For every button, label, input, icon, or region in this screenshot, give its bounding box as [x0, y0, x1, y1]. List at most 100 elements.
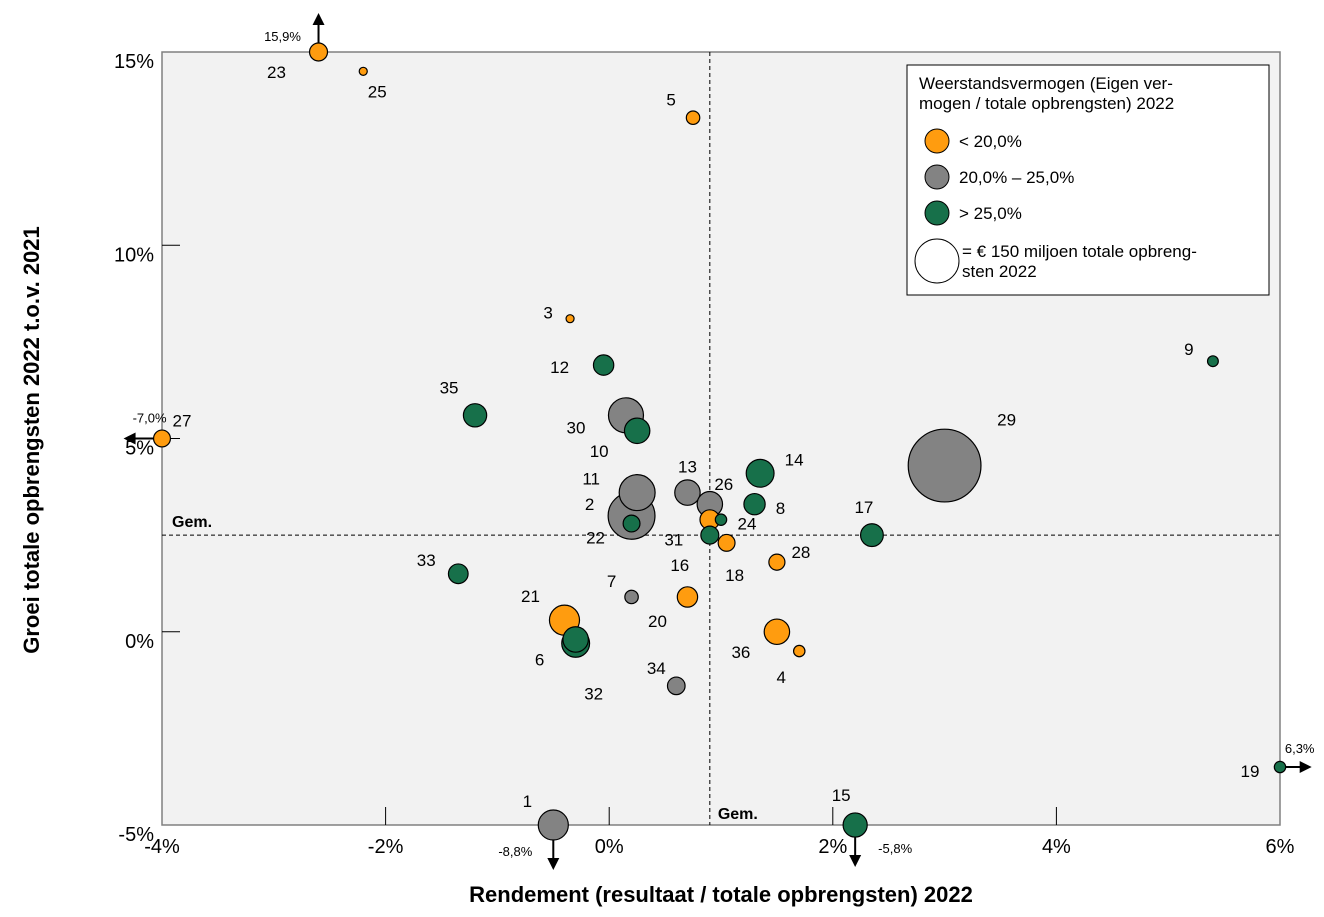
bubble-3	[565, 314, 575, 324]
y-tick-label: 5%	[125, 438, 154, 460]
point-label-5: 5	[666, 91, 675, 110]
legend-size-label-line: sten 2022	[962, 262, 1037, 281]
point-label-27: 27	[173, 412, 192, 431]
point-label-15: 15	[832, 786, 851, 805]
x-tick-label: 0%	[595, 836, 624, 858]
x-tick-label: 4%	[1042, 836, 1071, 858]
point-label-8: 8	[776, 499, 785, 518]
bubble-17	[859, 523, 884, 548]
bubble-7	[624, 589, 639, 605]
point-label-16: 16	[670, 556, 689, 575]
point-label-9: 9	[1184, 340, 1193, 359]
clip-arrow-head-19	[1299, 761, 1312, 774]
mean-label-y: Gem.	[172, 514, 212, 531]
bubble-29	[907, 428, 982, 503]
point-label-18: 18	[725, 566, 744, 585]
point-label-31: 31	[664, 531, 683, 550]
mean-lines: Gem. Gem.	[162, 52, 1280, 825]
bubble-22	[622, 514, 641, 533]
bubble-16	[700, 525, 720, 545]
x-tick-label: -2%	[368, 836, 404, 858]
point-label-3: 3	[543, 304, 552, 323]
point-label-13: 13	[678, 458, 697, 477]
bubble-20	[676, 586, 699, 608]
bubble-15	[842, 812, 868, 838]
bubble-18	[717, 533, 736, 552]
bubble-9	[1206, 355, 1219, 368]
bubble-24	[714, 513, 728, 526]
legend-swatch-mid	[924, 164, 950, 190]
bubble-14	[745, 458, 775, 488]
point-label-22: 22	[586, 529, 605, 548]
legend-box	[906, 64, 1270, 296]
y-tick-label: 10%	[114, 244, 154, 266]
mean-label-x: Gem.	[718, 806, 758, 823]
bubble-34	[666, 676, 686, 696]
point-label-2: 2	[585, 495, 594, 514]
bubble-12	[592, 354, 615, 376]
point-label-10: 10	[590, 442, 609, 461]
point-label-36: 36	[731, 643, 750, 662]
bubble-1	[537, 809, 569, 841]
point-label-6: 6	[535, 650, 544, 669]
point-label-30: 30	[567, 418, 586, 437]
bubble-13	[674, 479, 701, 506]
point-label-23: 23	[267, 63, 286, 82]
bubble-33	[447, 563, 469, 585]
legend-label-low: < 20,0%	[959, 132, 1022, 151]
point-label-29: 29	[997, 411, 1016, 430]
point-label-32: 32	[584, 684, 603, 703]
x-tick-label: 2%	[818, 836, 847, 858]
clip-value-1: -8,8%	[498, 844, 532, 859]
x-axis-title: Rendement (resultaat / totale opbrengste…	[469, 882, 973, 907]
point-label-17: 17	[854, 498, 873, 517]
point-label-26: 26	[714, 475, 733, 494]
bubble-28	[768, 553, 786, 571]
point-label-19: 19	[1241, 762, 1260, 781]
clip-value-27: -7,0%	[133, 411, 167, 426]
clip-value-19: 6,3%	[1285, 741, 1315, 756]
legend: Weerstandsvermogen (Eigen ver-mogen / to…	[906, 64, 1270, 296]
point-label-34: 34	[647, 659, 666, 678]
point-label-20: 20	[648, 612, 667, 631]
legend-label-mid: 20,0% – 25,0%	[959, 168, 1074, 187]
bubble-19	[1273, 760, 1287, 774]
point-label-1: 1	[523, 792, 532, 811]
clip-arrow-head-27	[123, 432, 136, 445]
point-label-24: 24	[738, 515, 757, 534]
bubble-5	[685, 110, 701, 126]
clip-arrow-head-15	[849, 855, 862, 868]
y-axis-title: Groei totale opbrengsten 2022 t.o.v. 202…	[19, 226, 44, 654]
legend-size-label-line: = € 150 miljoen totale opbreng-	[962, 242, 1197, 261]
legend-swatch-high	[924, 200, 950, 226]
y-tick-label: 0%	[125, 631, 154, 653]
bubble-4	[792, 644, 806, 658]
legend-label-high: > 25,0%	[959, 204, 1022, 223]
bubble-36	[763, 618, 791, 646]
point-label-33: 33	[417, 551, 436, 570]
bubble-6	[562, 626, 589, 653]
bubble-25	[358, 66, 368, 76]
point-label-21: 21	[521, 587, 540, 606]
x-tick-label: 6%	[1266, 836, 1295, 858]
clip-arrow-head-1	[547, 858, 560, 871]
y-tick-label: -5%	[118, 824, 154, 846]
point-label-14: 14	[785, 450, 804, 469]
clip-value-15: -5,8%	[878, 841, 912, 856]
legend-title-line: mogen / totale opbrengsten) 2022	[919, 94, 1174, 113]
point-label-35: 35	[440, 378, 459, 397]
bubble-11	[618, 474, 656, 512]
bubble-8	[743, 492, 766, 516]
point-label-7: 7	[607, 572, 616, 591]
bubble-27	[152, 429, 172, 448]
point-label-4: 4	[777, 668, 786, 687]
x-tick-label: -4%	[144, 836, 180, 858]
clip-value-23: 15,9%	[264, 29, 301, 44]
bubble-10	[623, 417, 651, 445]
bubble-35	[462, 403, 488, 428]
legend-title-line: Weerstandsvermogen (Eigen ver-	[919, 74, 1173, 93]
point-label-25: 25	[368, 82, 387, 101]
y-tick-label: 15%	[114, 51, 154, 73]
